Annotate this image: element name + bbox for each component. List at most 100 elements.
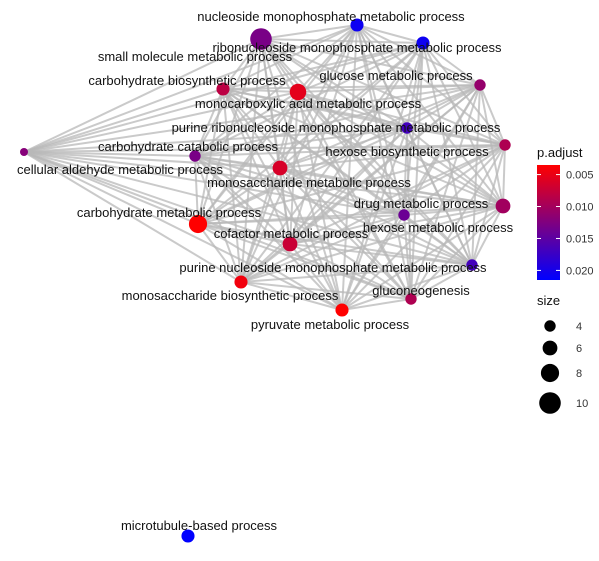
network-edge	[23, 151, 473, 266]
network-edge	[23, 38, 262, 153]
network-edge	[260, 38, 343, 311]
node-microtubule	[181, 529, 195, 543]
network-edge	[194, 155, 343, 311]
network-edge	[197, 223, 291, 245]
network-edge	[240, 91, 299, 283]
network-edge	[197, 88, 224, 225]
network-edge	[341, 214, 405, 311]
node-label-small-molecule: small molecule metabolic process	[98, 49, 293, 64]
network-edge	[341, 264, 473, 311]
network-edge	[297, 91, 506, 146]
network-edge	[240, 281, 343, 311]
node-label-monosaccharide-biosynthetic: monosaccharide biosynthetic process	[122, 288, 339, 303]
network-edge	[297, 84, 481, 93]
network-edge	[23, 151, 281, 169]
size-legend-key	[540, 363, 560, 383]
node-hexose-biosynthetic	[499, 139, 511, 151]
network-edge	[403, 144, 506, 216]
color-legend-tick-label: 0.010	[566, 202, 594, 214]
size-legend-key	[542, 340, 558, 356]
size-legend-key	[539, 392, 561, 414]
network-edge	[194, 84, 481, 157]
network-edge	[222, 88, 281, 169]
node-label-nucleoside-mp: nucleoside monophosphate metabolic proce…	[197, 9, 465, 24]
network-edge	[197, 223, 343, 311]
size-legend-label: 4	[576, 321, 582, 333]
network-edge	[356, 24, 424, 44]
network-edge	[410, 144, 506, 300]
network-edge	[240, 243, 291, 283]
network-edge	[23, 24, 358, 153]
node-label-cellular-aldehyde: cellular aldehyde metabolic process	[17, 162, 223, 177]
network-edge	[194, 155, 291, 245]
network-edge	[23, 151, 343, 311]
network-edge	[240, 281, 412, 300]
network-edge	[240, 167, 281, 283]
node-hexose	[495, 198, 511, 214]
color-legend-tick-label: 0.020	[566, 265, 594, 277]
node-label-microtubule: microtubule-based process	[121, 518, 278, 533]
network-edge	[194, 155, 473, 266]
network-edge	[197, 205, 504, 225]
network-edge	[240, 127, 408, 283]
node-glucose	[474, 79, 486, 91]
network-edge	[260, 38, 506, 146]
network-edge	[194, 88, 224, 157]
color-legend-tick-label: 0.015	[566, 233, 594, 245]
network-edge	[279, 167, 405, 216]
node-label-drug: drug metabolic process	[354, 196, 489, 211]
node-carb-biosynthetic	[216, 82, 230, 96]
node-label-purine-ribonucleoside-mp: purine ribonucleoside monophosphate meta…	[172, 120, 501, 135]
network-edge	[479, 84, 506, 146]
network-edge	[23, 84, 481, 153]
network-edge	[422, 42, 504, 207]
network-edge	[197, 144, 506, 225]
size-legend-label: 8	[576, 368, 582, 380]
node-label-pyruvate: pyruvate metabolic process	[251, 317, 410, 332]
network-edge	[341, 127, 408, 311]
node-purine-ribonucleoside-mp	[401, 122, 413, 134]
network-edge	[260, 38, 473, 266]
node-small-molecule	[250, 28, 272, 50]
network-edge	[197, 91, 299, 225]
node-cellular-aldehyde	[20, 148, 28, 156]
color-legend-tick-label: 0.005	[566, 170, 594, 182]
node-label-cofactor: cofactor metabolic process	[214, 226, 369, 241]
network-edge	[297, 91, 408, 129]
network-edge	[403, 214, 473, 266]
network-edge	[289, 243, 473, 266]
network-edge	[23, 151, 242, 283]
size-legend-title: size	[537, 293, 560, 308]
node-monosaccharide-biosynthetic	[234, 275, 248, 289]
network-edge	[260, 38, 424, 44]
network-edge	[279, 167, 291, 245]
network-edge	[289, 214, 405, 245]
network-edge	[410, 264, 473, 300]
network-edge	[240, 205, 504, 283]
network-edge	[23, 151, 405, 216]
node-monosaccharide	[272, 160, 288, 176]
network-edge	[194, 91, 299, 157]
node-label-hexose: hexose metabolic process	[363, 220, 514, 235]
network-edge	[23, 144, 506, 153]
node-label-carb-biosynthetic: carbohydrate biosynthetic process	[88, 73, 286, 88]
node-label-monosaccharide: monosaccharide metabolic process	[207, 175, 411, 190]
node-pyruvate	[335, 303, 349, 317]
node-layer	[20, 18, 511, 543]
node-carb-catabolic	[189, 150, 201, 162]
node-carbohydrate	[188, 214, 208, 234]
size-legend: size 4 6 8 10	[537, 293, 588, 414]
node-cofactor	[282, 236, 298, 252]
size-legend-label: 6	[576, 343, 582, 355]
network-edge	[260, 24, 358, 40]
node-label-carb-catabolic: carbohydrate catabolic process	[98, 139, 278, 154]
network-edge	[194, 127, 408, 157]
network-edge	[279, 84, 481, 169]
node-gluconeogenesis	[405, 293, 417, 305]
network-edge	[471, 205, 504, 266]
network-edge	[279, 167, 504, 207]
label-layer: nucleoside monophosphate metabolic proce…	[17, 9, 514, 533]
edge-layer	[23, 24, 506, 311]
color-legend-title: p.adjust	[537, 145, 583, 160]
